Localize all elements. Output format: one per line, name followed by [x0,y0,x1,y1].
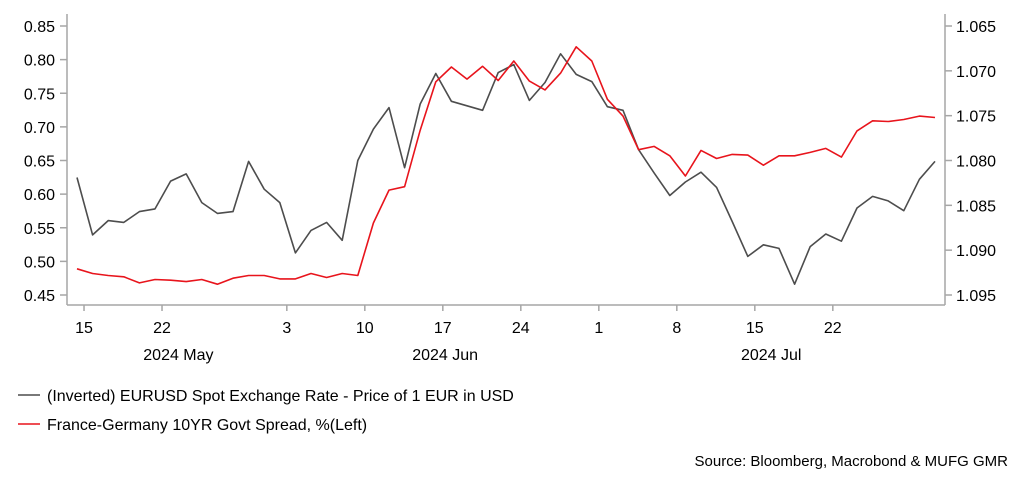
x-tick-label: 8 [672,320,681,337]
right-tick-label: 1.075 [956,109,996,126]
legend: (Inverted) EURUSD Spot Exchange Rate - P… [18,388,514,434]
legend-label-spread: France-Germany 10YR Govt Spread, %(Left) [47,417,367,434]
right-tick-label: 1.065 [956,19,996,36]
right-tick-label: 1.090 [956,243,996,260]
points-eurusd [77,54,935,285]
right-tick-label: 1.085 [956,198,996,215]
x-tick-label: 17 [434,320,452,337]
right-tick-label: 1.070 [956,64,996,81]
left-tick-label: 0.55 [24,221,55,238]
left-tick-label: 0.75 [24,86,55,103]
left-tick-label: 0.80 [24,53,55,70]
legend-label-eurusd: (Inverted) EURUSD Spot Exchange Rate - P… [47,388,514,405]
x-tick-label: 24 [512,320,530,337]
x-tick-label: 10 [356,320,374,337]
series-line-spread [77,47,935,284]
left-tick-label: 0.70 [24,120,55,137]
series-group [77,47,935,285]
x-tick-label: 1 [594,320,603,337]
x-tick-label: 3 [282,320,291,337]
x-tick-label: 22 [153,320,171,337]
series-line-eurusd [77,54,935,284]
left-tick-label: 0.60 [24,187,55,204]
source-note: Source: Bloomberg, Macrobond & MUFG GMR [695,453,1009,470]
x-tick-label: 22 [824,320,842,337]
points-spread [77,47,935,285]
left-tick-label: 0.50 [24,254,55,271]
x-tick-label: 15 [75,320,93,337]
left-tick-label: 0.85 [24,19,55,36]
left-tick-label: 0.45 [24,288,55,305]
right-tick-label: 1.080 [956,154,996,171]
x-month-label: 2024 May [143,347,213,364]
x-month-label: 2024 Jul [741,347,802,364]
x-tick-label: 15 [746,320,764,337]
left-tick-label: 0.65 [24,154,55,171]
x-month-label: 2024 Jun [412,347,478,364]
right-tick-label: 1.095 [956,288,996,305]
